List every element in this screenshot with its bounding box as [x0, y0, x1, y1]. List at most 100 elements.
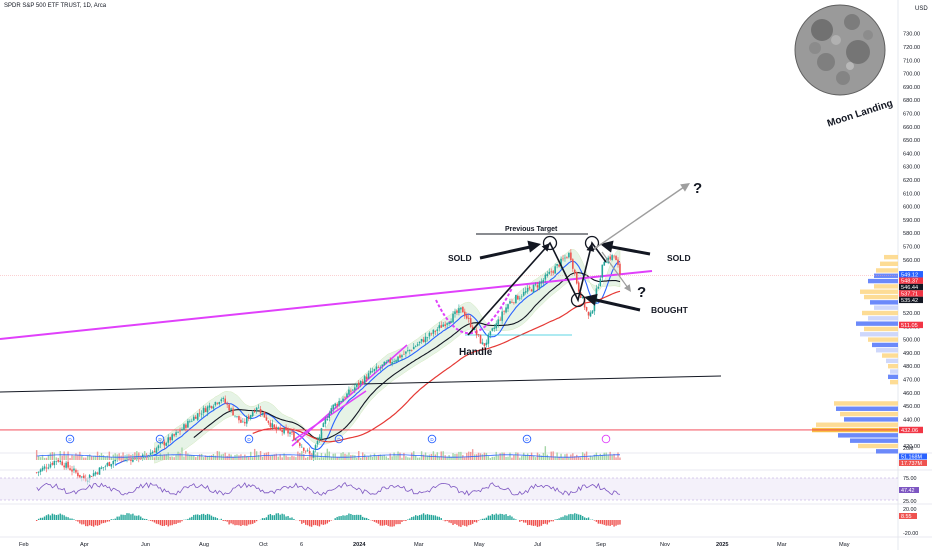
candle-body	[114, 459, 117, 462]
volume-bar	[609, 451, 611, 460]
macd-bar	[41, 517, 44, 520]
candle-body	[334, 403, 336, 407]
macd-bar	[322, 520, 325, 525]
candle-body	[489, 331, 492, 335]
candle-body	[493, 327, 496, 329]
volume-bar	[200, 453, 203, 460]
candle-body	[98, 467, 101, 475]
macd-bar	[261, 518, 264, 520]
candle-body	[591, 310, 594, 314]
volume-bar	[605, 452, 607, 460]
candle-body	[511, 301, 513, 303]
volume-bar	[159, 453, 162, 460]
volume-bar	[593, 454, 596, 460]
price-label-text: 535.42	[901, 298, 918, 304]
macd-bar	[422, 513, 425, 520]
macd-bar	[43, 516, 46, 520]
moon-crater	[811, 19, 833, 41]
volume-bar	[49, 452, 52, 460]
candle-body	[61, 461, 63, 466]
volume-bar	[165, 454, 167, 460]
candle-body	[281, 430, 283, 433]
macd-bar	[118, 516, 120, 520]
dividend-marker-label: D	[337, 437, 341, 442]
macd-bar	[273, 515, 276, 520]
macd-bar	[556, 519, 558, 520]
price-tick-label: 450.00	[903, 404, 920, 410]
candle-body	[169, 437, 172, 441]
volume-bar	[289, 456, 291, 460]
price-tick-label: 670.00	[903, 112, 920, 118]
volume-bar	[330, 456, 332, 460]
macd-bar	[481, 518, 484, 520]
volume-bar	[581, 452, 584, 460]
price-tick-label: 700.00	[903, 72, 920, 78]
macd-bar	[285, 516, 287, 520]
macd-bar	[293, 518, 295, 520]
volume-bar	[59, 451, 61, 460]
macd-bar	[289, 517, 291, 520]
volume-profile-bar	[860, 332, 898, 337]
volume-bar	[538, 454, 541, 460]
volume-profile-bar	[890, 369, 898, 374]
macd-bar	[246, 520, 248, 526]
volume-bar	[169, 457, 171, 460]
rsi-tick-lower: 25.00	[903, 499, 917, 505]
volume-bar	[303, 454, 305, 460]
channel-line-2	[291, 344, 408, 447]
macd-bar	[265, 517, 268, 520]
macd-bar	[122, 514, 124, 520]
volume-bar	[191, 455, 193, 460]
candle-body	[63, 465, 65, 468]
macd-bar	[534, 520, 537, 526]
candle-body	[522, 291, 525, 296]
macd-bar	[277, 513, 279, 520]
macd-bar	[454, 520, 456, 524]
price-axis[interactable]: 420.00 440.00 450.00 460.00 470.00 480.00 490.…	[899, 32, 923, 450]
macd-bar	[416, 515, 419, 520]
volume-bar	[79, 451, 81, 460]
volume-bar	[269, 456, 272, 460]
macd-bar	[519, 520, 521, 522]
macd-bar	[189, 517, 191, 520]
volume-profile-bar	[876, 348, 898, 353]
macd-bar	[163, 520, 166, 526]
candle-body	[613, 255, 615, 257]
volume-bar	[497, 455, 499, 460]
candle-body	[560, 258, 562, 267]
candle-body	[619, 263, 621, 274]
trendline-magenta	[0, 270, 653, 340]
macd-bar	[306, 520, 309, 526]
macd-value: 8.55	[901, 514, 912, 520]
volume-bar	[193, 455, 195, 460]
volume-bar	[183, 456, 185, 460]
volume-bar	[189, 454, 191, 460]
price-label-text: 511.05	[901, 323, 918, 329]
volume-bar	[340, 453, 342, 460]
volume-bar	[130, 454, 132, 460]
candle-body	[165, 443, 168, 446]
volume-bar	[265, 452, 268, 460]
candle-body	[458, 308, 460, 313]
candle-body	[503, 311, 505, 312]
macd-bar	[79, 520, 81, 524]
sold-circle-left	[542, 235, 558, 251]
candle-body	[438, 325, 441, 329]
candle-body	[530, 289, 533, 292]
projection-up-line	[593, 186, 685, 250]
volume-bar	[90, 456, 93, 460]
price-label-box	[899, 283, 923, 291]
price-tick-label: 460.00	[903, 391, 920, 397]
volume-bar	[399, 452, 401, 460]
rsi-band	[0, 478, 898, 500]
candle-body	[302, 447, 305, 451]
volume-bar	[379, 454, 382, 460]
macd-bar	[564, 515, 566, 520]
macd-bar	[599, 520, 602, 524]
time-axis[interactable]: Feb Apr Jun Aug Oct 6 2024 Mar May Jul Sep Nov 2025 M…	[19, 542, 850, 548]
macd-bar	[301, 520, 303, 524]
candle-body	[67, 461, 69, 468]
macd-bar	[471, 520, 474, 524]
volume-bar	[136, 451, 138, 460]
